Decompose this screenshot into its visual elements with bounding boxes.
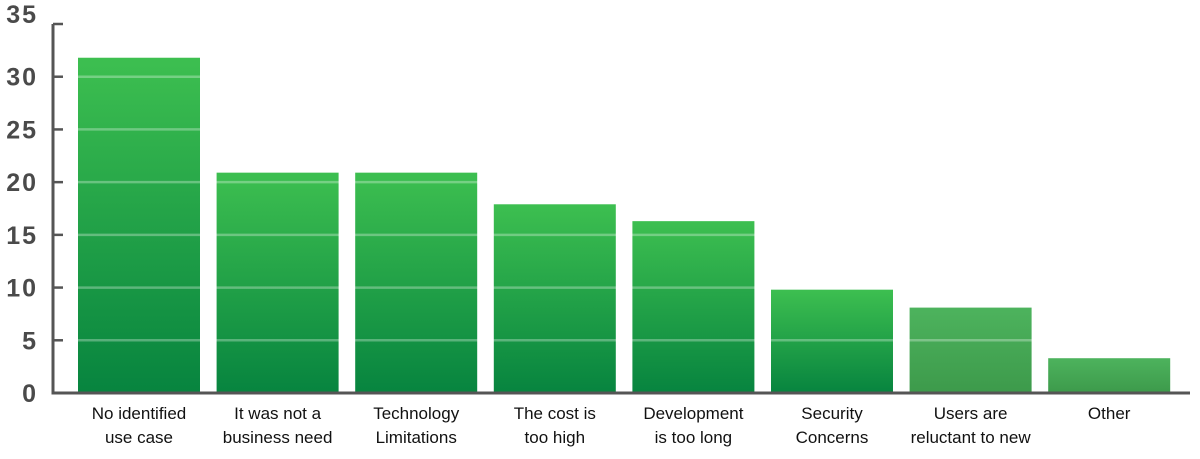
y-tick-label: 20 [6,169,38,197]
y-tick-label: 35 [6,1,38,29]
y-tick-label: 15 [6,222,38,250]
category-label: Other [1088,404,1131,423]
category-label: is too long [655,428,733,447]
category-label: Concerns [796,428,869,447]
y-tick-label: 0 [22,380,38,408]
category-label: It was not a [234,404,321,423]
category-label: Limitations [376,428,457,447]
y-tick-label: 5 [22,327,38,355]
y-tick-label: 10 [6,275,38,303]
bar-8 [1048,358,1171,393]
category-label: Security [801,404,863,423]
bar-6 [771,289,893,393]
category-label: Technology [373,404,460,423]
bar-2 [216,172,339,393]
category-label: business need [223,428,333,447]
category-label: The cost is [514,404,596,423]
category-label: No identified [92,404,187,423]
category-label: Development [643,404,743,423]
bar-3 [355,172,478,393]
bar-4 [493,204,616,393]
bar-5 [632,221,755,393]
bar-1 [78,57,200,393]
category-label: Users are [934,404,1008,423]
y-tick-label: 30 [6,64,38,92]
bar-7 [909,307,1032,393]
category-label: too high [525,428,586,447]
y-tick-label: 25 [6,116,38,144]
category-label: use case [105,428,173,447]
category-label: reluctant to new [911,428,1032,447]
